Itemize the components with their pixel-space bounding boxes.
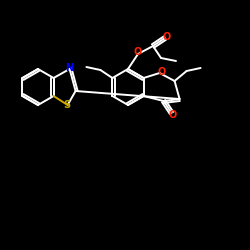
- Text: S: S: [63, 100, 70, 110]
- Text: O: O: [163, 32, 171, 42]
- Text: N: N: [66, 63, 74, 73]
- Text: O: O: [158, 67, 166, 77]
- Text: O: O: [168, 110, 177, 120]
- Text: O: O: [134, 47, 142, 57]
